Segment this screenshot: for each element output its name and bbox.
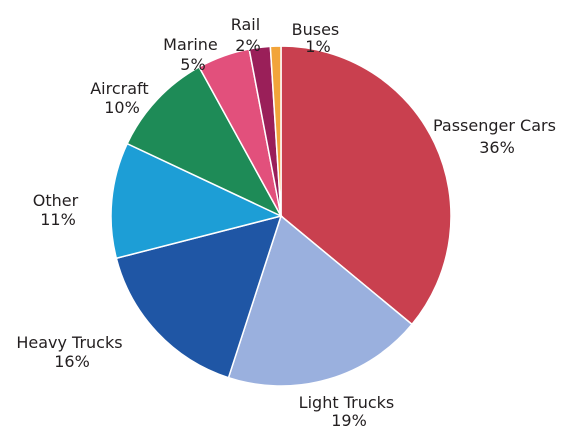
label-light-trucks: Light Trucks 19% <box>299 393 400 429</box>
label-value: 36% <box>479 138 515 157</box>
label-rail: Rail 2% <box>231 15 266 55</box>
pie-slices <box>110 45 452 387</box>
pie-slice-light-trucks <box>227 214 414 387</box>
label-value: 1% <box>305 37 330 56</box>
label-value: 2% <box>235 36 260 55</box>
label-name: Buses <box>292 20 340 39</box>
label-heavy-trucks: Heavy Trucks 16% <box>16 333 127 371</box>
label-value: 16% <box>54 352 90 371</box>
pie-labels: Passenger Cars 36% Light Trucks 19% Heav… <box>16 15 561 429</box>
label-name: Rail <box>231 15 260 34</box>
pie-slice-aircraft <box>126 66 283 218</box>
label-value: 10% <box>104 98 140 117</box>
label-value: 5% <box>180 55 205 74</box>
pie-slice-buses <box>269 45 282 217</box>
label-other: Other 11% <box>33 191 84 229</box>
label-value: 19% <box>331 411 367 429</box>
label-value: 11% <box>40 210 76 229</box>
label-name: Passenger Cars <box>433 116 556 135</box>
label-name: Light Trucks <box>299 393 395 412</box>
pie-slice-other <box>110 142 284 260</box>
label-name: Marine <box>163 35 218 54</box>
label-name: Other <box>33 191 79 210</box>
label-buses: Buses 1% <box>292 20 345 56</box>
pie-slice-passenger-cars <box>280 45 452 326</box>
label-name: Heavy Trucks <box>16 333 122 352</box>
label-passenger-cars: Passenger Cars 36% <box>433 116 561 157</box>
label-aircraft: Aircraft 10% <box>90 79 154 117</box>
label-name: Aircraft <box>90 79 148 98</box>
label-marine: Marine 5% <box>163 35 223 74</box>
pie-slice-heavy-trucks <box>115 214 283 379</box>
